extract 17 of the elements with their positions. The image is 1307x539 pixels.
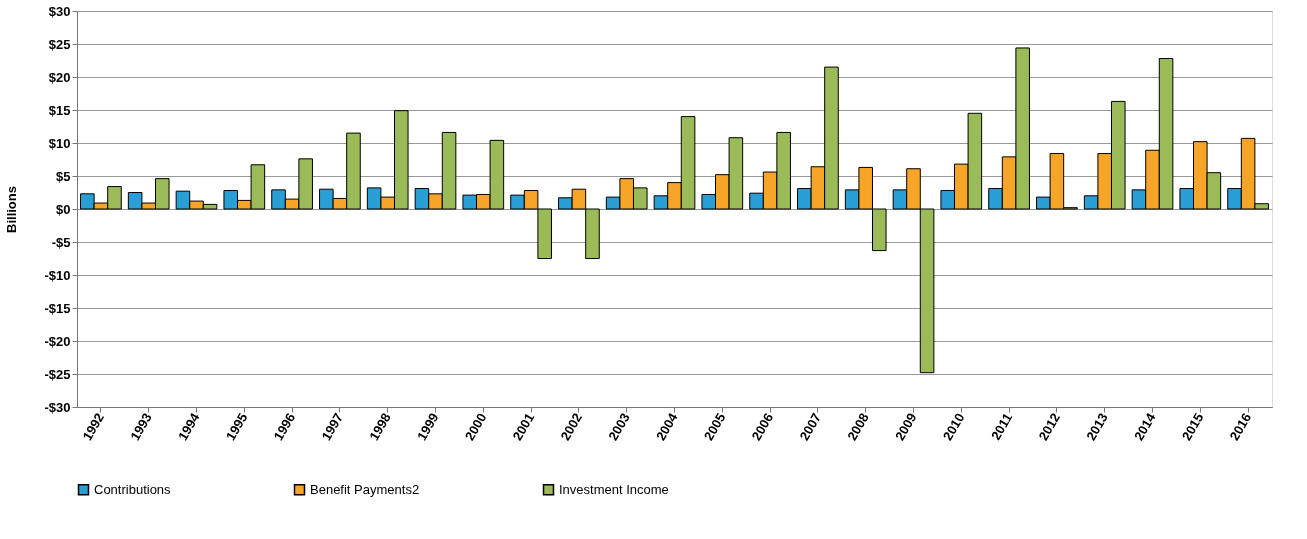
- y-tick-label: $25: [48, 36, 71, 52]
- y-tick-label: -$5: [51, 234, 71, 250]
- y-tick-label: -$30: [44, 399, 71, 415]
- y-tick-label: $5: [56, 168, 71, 184]
- y-tick-label: -$20: [44, 333, 71, 349]
- y-tick-label: -$15: [44, 300, 71, 316]
- legend-label: Contributions: [94, 481, 172, 497]
- y-axis-title: Billions: [4, 186, 20, 233]
- legend-label: Investment Income: [559, 481, 669, 497]
- y-tick-label: -$10: [44, 267, 71, 283]
- y-tick-label: $0: [56, 201, 71, 217]
- y-tick-label: $10: [48, 135, 71, 151]
- y-tick-label: $30: [48, 3, 71, 19]
- legend-label: Benefit Payments2: [310, 481, 420, 497]
- y-tick-label: -$25: [44, 366, 71, 382]
- y-tick-label: $15: [48, 102, 71, 118]
- y-tick-label: $20: [48, 69, 71, 85]
